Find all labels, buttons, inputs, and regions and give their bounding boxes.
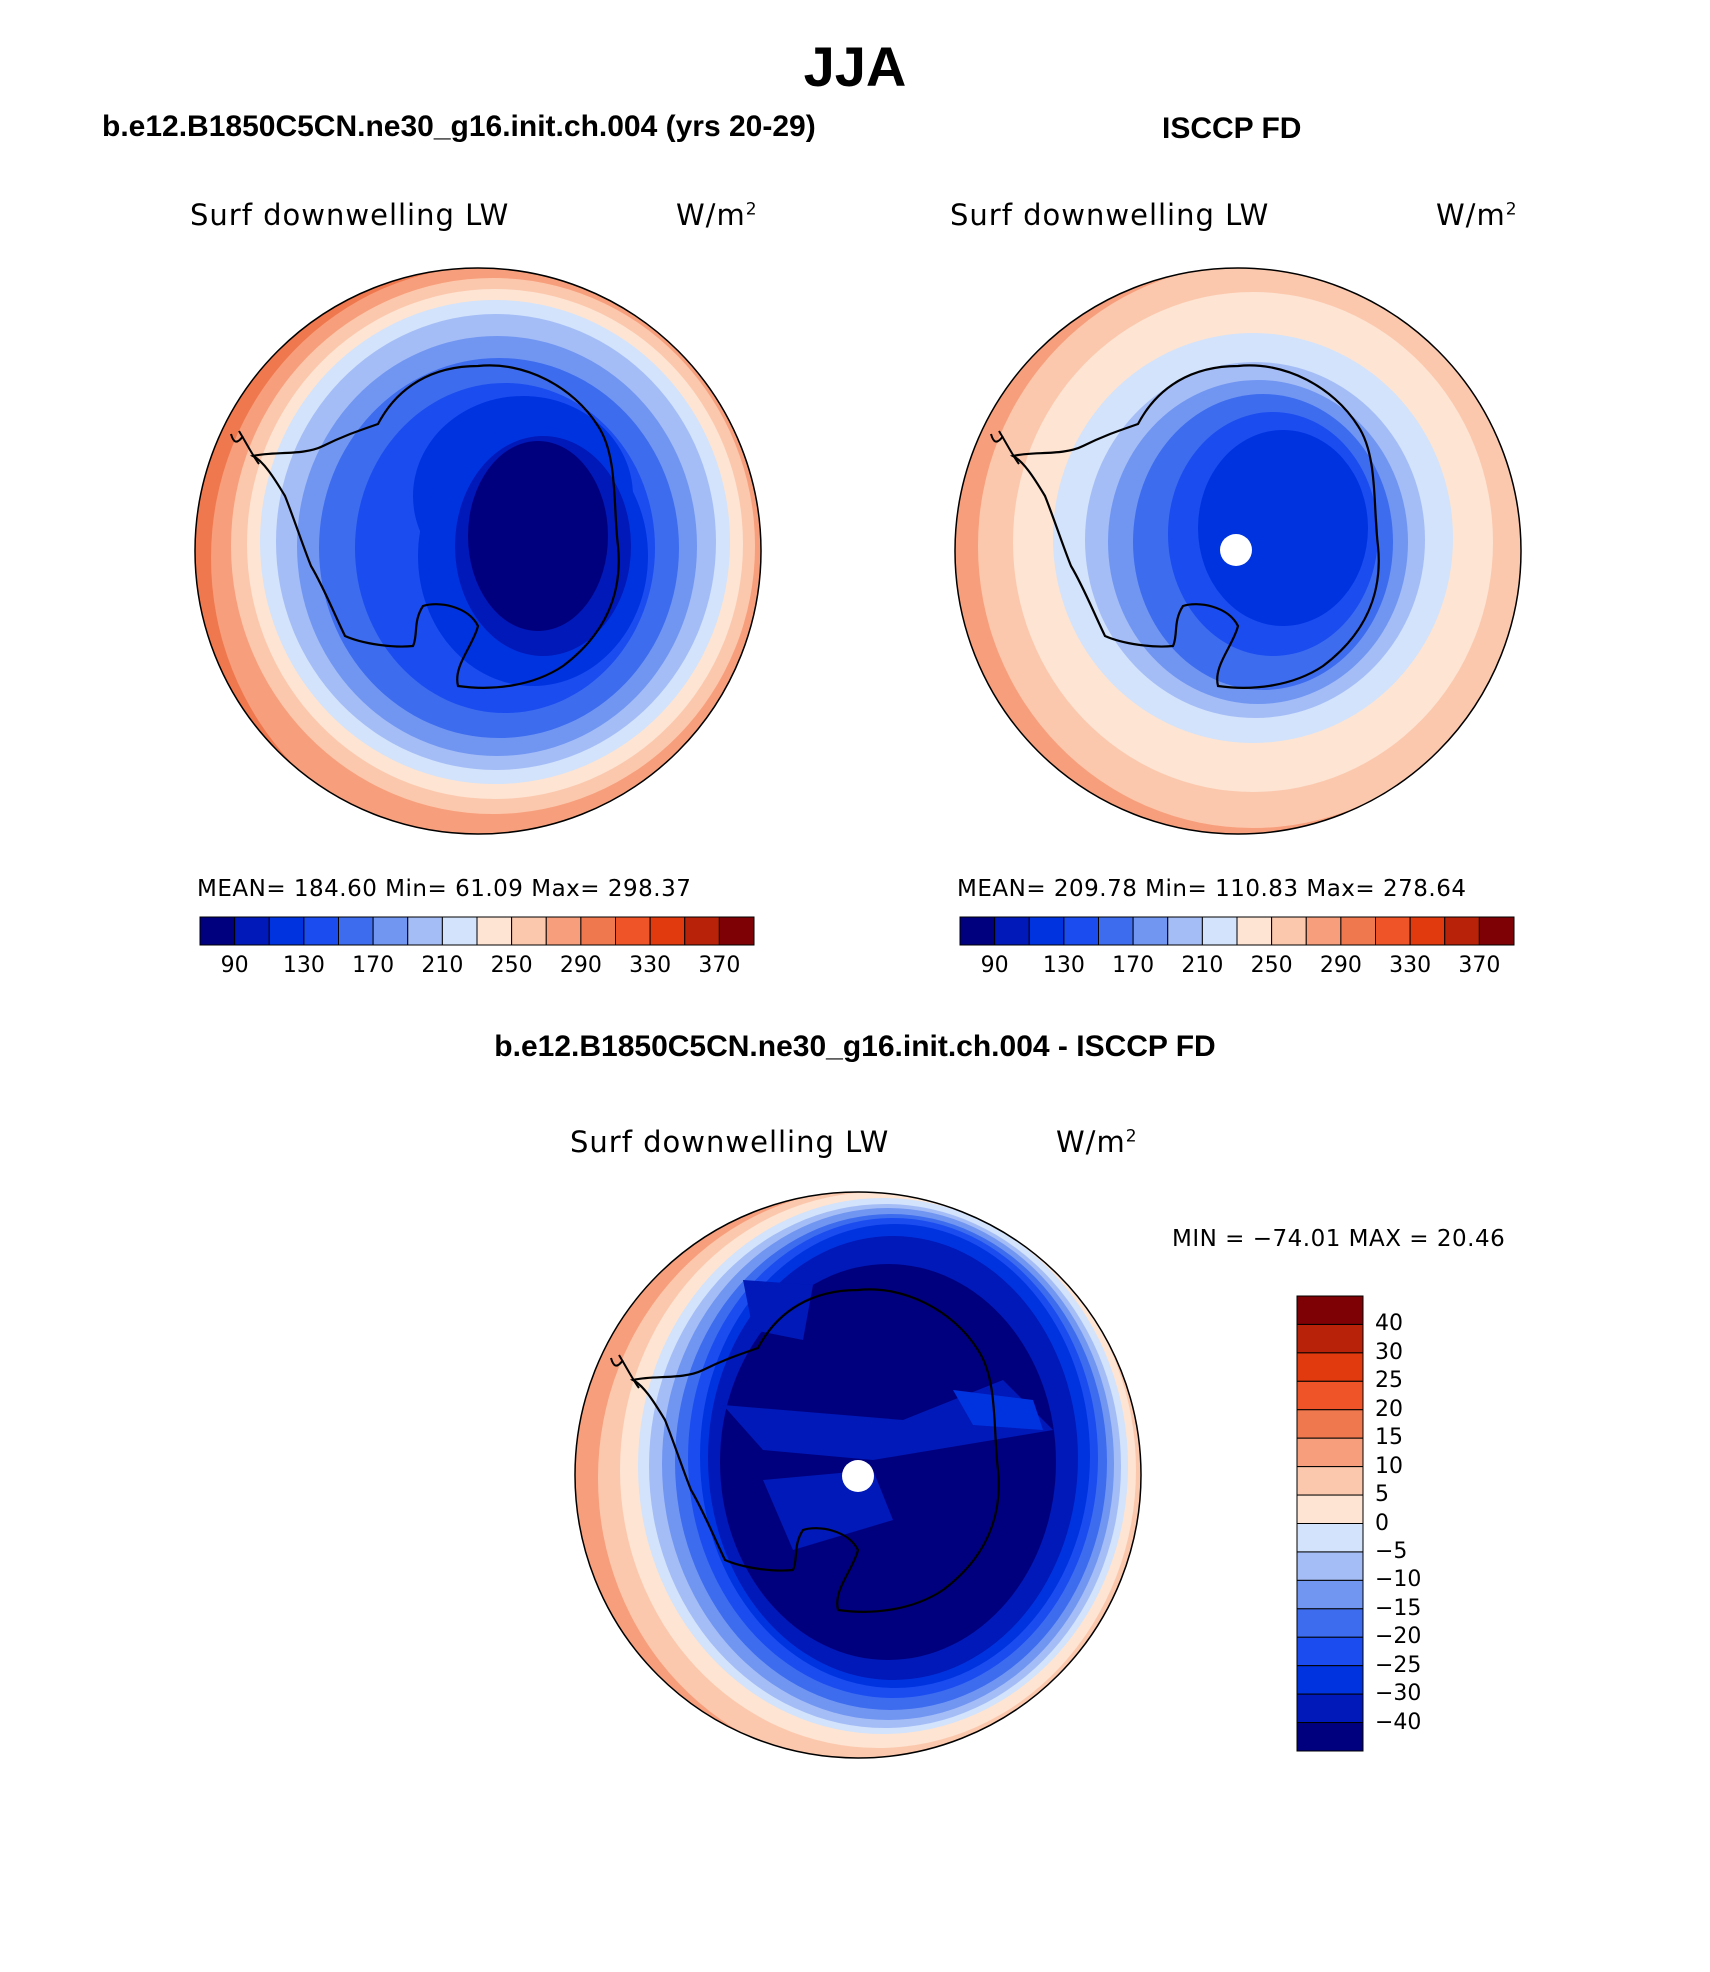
diff-colorbar-tick-label: −25	[1375, 1652, 1422, 1678]
diff-colorbar-tick-label: 20	[1375, 1396, 1403, 1422]
diff-colorbar-tick-label: 40	[1375, 1311, 1403, 1337]
model-colorbar-tick-label: 130	[282, 953, 325, 978]
obs-colorbar-swatch	[1236, 916, 1273, 946]
diff-colorbar-tick-label: 25	[1375, 1368, 1403, 1394]
model-colorbar-tick-label: 210	[421, 953, 464, 978]
diff-colorbar-swatch	[1296, 1494, 1364, 1524]
obs-colorbar-swatch	[1444, 916, 1480, 946]
model-colorbar-swatch	[338, 916, 374, 946]
figure-title: JJA	[803, 35, 907, 98]
diff-stats: MIN = −74.01 MAX = 20.46	[1172, 1226, 1506, 1252]
obs-variable-label: Surf downwelling LW	[950, 198, 1270, 232]
model-colorbar-tick-label: 370	[698, 953, 741, 978]
diff-colorbar-swatch	[1296, 1352, 1364, 1382]
diff-colorbar-tick-label: 15	[1375, 1425, 1403, 1451]
diff-polar-map	[574, 1191, 1142, 1759]
model-colorbar-swatch	[303, 916, 339, 946]
model-colorbar-tick-label: 250	[490, 953, 533, 978]
model-colorbar-swatch	[545, 916, 582, 946]
obs-colorbar-tick-label: 250	[1250, 953, 1293, 978]
model-colorbar-swatch	[718, 916, 755, 946]
obs-colorbar-tick-label: 290	[1319, 953, 1362, 978]
obs-colorbar-tick-label: 210	[1181, 953, 1224, 978]
diff-colorbar-swatch	[1296, 1323, 1364, 1354]
model-colorbar-swatch	[372, 916, 409, 946]
diff-colorbar-swatch	[1296, 1523, 1364, 1553]
diff-colorbar-tick-label: −40	[1375, 1709, 1422, 1735]
model-colorbar-swatch	[268, 916, 305, 946]
obs-colorbar-swatch	[1409, 916, 1446, 946]
model-colorbar-swatch	[511, 916, 547, 946]
diff-colorbar-swatch	[1296, 1665, 1364, 1695]
model-colorbar-swatch	[234, 916, 270, 946]
obs-stats: MEAN= 209.78 Min= 110.83 Max= 278.64	[957, 876, 1467, 902]
model-colorbar	[199, 916, 755, 946]
obs-colorbar-swatch	[1375, 916, 1411, 946]
obs-colorbar-swatch	[1340, 916, 1376, 946]
model-colorbar-swatch	[407, 916, 443, 946]
diff-colorbar-tick-label: 5	[1375, 1482, 1389, 1508]
obs-colorbar-tick-label: 330	[1389, 953, 1432, 978]
diff-colorbar-swatch	[1296, 1636, 1364, 1667]
diff-colorbar-tick-label: −5	[1375, 1538, 1408, 1564]
model-units-label: W/m2	[676, 198, 758, 232]
model-colorbar-tick-label: 330	[629, 953, 672, 978]
diff-colorbar-swatch	[1296, 1693, 1364, 1724]
model-polar-map	[194, 267, 762, 835]
diff-colorbar-tick-label: 10	[1375, 1453, 1403, 1479]
obs-colorbar-swatch	[994, 916, 1030, 946]
diff-colorbar-swatch	[1296, 1295, 1364, 1325]
obs-colorbar-swatch	[959, 916, 996, 946]
obs-colorbar-tick-label: 130	[1042, 953, 1085, 978]
diff-units-label: W/m2	[1056, 1125, 1138, 1159]
diff-variable-label: Surf downwelling LW	[570, 1125, 890, 1159]
diff-colorbar-swatch	[1296, 1409, 1364, 1439]
model-colorbar-swatch	[580, 916, 616, 946]
diff-colorbar-tick-label: 30	[1375, 1339, 1403, 1365]
diff-colorbar-swatch	[1296, 1722, 1364, 1752]
diff-colorbar-swatch	[1296, 1608, 1364, 1638]
obs-colorbar	[959, 916, 1515, 946]
model-colorbar-swatch	[441, 916, 478, 946]
model-stats: MEAN= 184.60 Min= 61.09 Max= 298.37	[197, 876, 692, 902]
obs-colorbar-swatch	[1271, 916, 1307, 946]
model-colorbar-swatch	[684, 916, 720, 946]
model-colorbar-swatch	[476, 916, 513, 946]
diff-colorbar	[1296, 1295, 1364, 1752]
obs-colorbar-swatch	[1098, 916, 1134, 946]
obs-colorbar-swatch	[1201, 916, 1238, 946]
diff-colorbar-tick-label: −30	[1375, 1681, 1422, 1707]
obs-colorbar-swatch	[1132, 916, 1169, 946]
obs-colorbar-swatch	[1167, 916, 1203, 946]
obs-colorbar-swatch	[1063, 916, 1099, 946]
obs-units-label: W/m2	[1436, 198, 1518, 232]
obs-colorbar-tick-label: 90	[980, 953, 1009, 978]
obs-polar-map	[954, 267, 1522, 835]
model-colorbar-tick-label: 290	[559, 953, 602, 978]
obs-colorbar-tick-label: 370	[1458, 953, 1501, 978]
model-colorbar-swatch	[649, 916, 686, 946]
model-colorbar-swatch	[615, 916, 651, 946]
model-variable-label: Surf downwelling LW	[190, 198, 510, 232]
model-colorbar-tick-label: 170	[352, 953, 395, 978]
obs-panel-title: ISCCP FD	[1162, 112, 1302, 145]
diff-colorbar-swatch	[1296, 1466, 1364, 1496]
diff-colorbar-tick-label: 0	[1375, 1510, 1389, 1536]
obs-colorbar-swatch	[1028, 916, 1065, 946]
diff-panel-title: b.e12.B1850C5CN.ne30_g16.init.ch.004 - I…	[494, 1030, 1216, 1063]
obs-colorbar-tick-label: 170	[1112, 953, 1155, 978]
obs-colorbar-swatch	[1478, 916, 1515, 946]
diff-colorbar-tick-label: −20	[1375, 1624, 1422, 1650]
diff-colorbar-tick-label: −10	[1375, 1567, 1422, 1593]
diff-colorbar-swatch	[1296, 1551, 1364, 1581]
diff-colorbar-swatch	[1296, 1380, 1364, 1411]
model-colorbar-tick-label: 90	[220, 953, 249, 978]
diff-colorbar-tick-label: −15	[1375, 1595, 1422, 1621]
diff-colorbar-swatch	[1296, 1579, 1364, 1610]
obs-colorbar-swatch	[1305, 916, 1342, 946]
model-panel-title: b.e12.B1850C5CN.ne30_g16.init.ch.004 (yr…	[102, 110, 816, 143]
model-colorbar-swatch	[199, 916, 236, 946]
diff-colorbar-swatch	[1296, 1437, 1364, 1468]
